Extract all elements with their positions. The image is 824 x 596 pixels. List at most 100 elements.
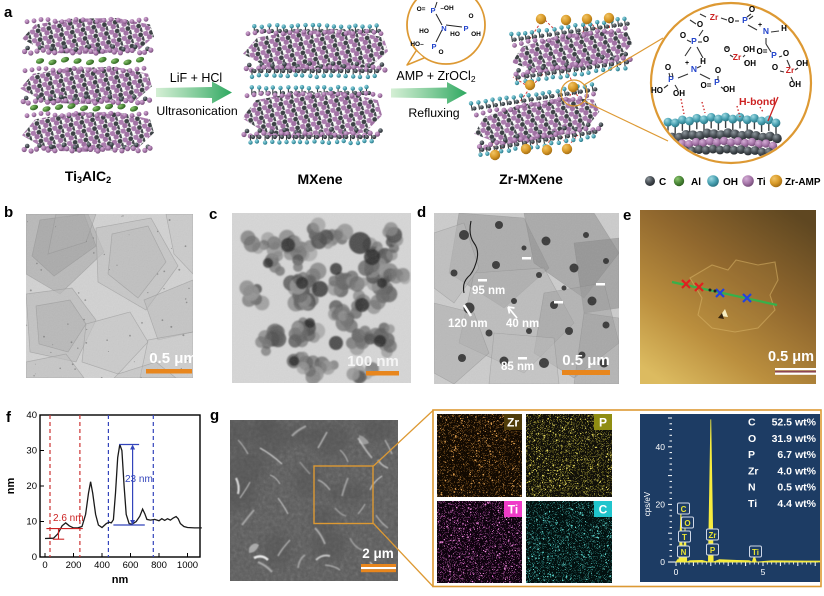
svg-text:O: O xyxy=(438,49,443,56)
svg-text:MXene: MXene xyxy=(297,171,342,187)
svg-text:O: O xyxy=(665,63,671,72)
svg-text:O: O xyxy=(715,66,721,75)
svg-text:Al: Al xyxy=(691,177,701,188)
svg-text:OH: OH xyxy=(723,177,738,188)
svg-text:O: O xyxy=(468,13,473,20)
svg-text:Zr-MXene: Zr-MXene xyxy=(499,171,563,187)
svg-text:C: C xyxy=(659,177,666,188)
svg-text:95 nm: 95 nm xyxy=(472,285,505,297)
svg-text:wt%: wt% xyxy=(794,465,817,477)
svg-text:P: P xyxy=(771,50,777,60)
svg-text:Zr-AMP: Zr-AMP xyxy=(785,177,821,188)
svg-text:20: 20 xyxy=(26,481,37,492)
svg-text:Ti3AlC2: Ti3AlC2 xyxy=(65,168,111,185)
svg-text:Ti: Ti xyxy=(508,503,518,517)
svg-text:O: O xyxy=(680,31,686,40)
svg-text:OH: OH xyxy=(673,89,685,98)
svg-text:0: 0 xyxy=(660,557,665,567)
svg-text:4.4: 4.4 xyxy=(777,498,792,510)
svg-text:0: 0 xyxy=(32,552,37,563)
svg-text:52.5: 52.5 xyxy=(772,417,793,429)
svg-text:wt%: wt% xyxy=(794,498,817,510)
svg-text:H-bond: H-bond xyxy=(739,96,776,108)
svg-text:31.9: 31.9 xyxy=(772,433,793,445)
svg-text:N: N xyxy=(441,24,446,33)
svg-text:Ti: Ti xyxy=(757,177,766,188)
svg-text:Zr: Zr xyxy=(709,531,717,540)
svg-text:120 nm: 120 nm xyxy=(448,318,488,330)
svg-text:0.5 μm: 0.5 μm xyxy=(562,352,610,369)
svg-text:2.6 nm: 2.6 nm xyxy=(53,513,84,524)
svg-text:Zr: Zr xyxy=(710,12,719,22)
svg-text:40 nm: 40 nm xyxy=(506,318,539,330)
svg-text:200: 200 xyxy=(66,560,82,571)
svg-text:P: P xyxy=(714,77,720,87)
svg-text:wt%: wt% xyxy=(794,449,817,461)
svg-text:P: P xyxy=(430,6,435,15)
svg-text:H: H xyxy=(781,24,787,33)
svg-text:Refluxing: Refluxing xyxy=(408,106,459,120)
svg-text:O=: O= xyxy=(757,47,768,56)
svg-text:30: 30 xyxy=(26,446,37,457)
svg-text:Ti: Ti xyxy=(748,498,757,510)
svg-text:N: N xyxy=(763,26,769,36)
svg-text:N: N xyxy=(681,548,687,557)
svg-text:0.5: 0.5 xyxy=(777,482,792,494)
svg-text:O: O xyxy=(749,5,755,14)
svg-text:AMP + ZrOCl2: AMP + ZrOCl2 xyxy=(396,69,475,84)
svg-text:nm: nm xyxy=(112,574,129,586)
svg-text:P: P xyxy=(668,74,674,84)
svg-text:wt%: wt% xyxy=(794,417,817,429)
svg-text:0: 0 xyxy=(674,567,679,577)
svg-text:Ultrasonication: Ultrasonication xyxy=(156,104,237,118)
svg-text:N: N xyxy=(748,482,756,494)
svg-text:400: 400 xyxy=(94,560,110,571)
svg-text:HO: HO xyxy=(450,31,460,38)
svg-text:P: P xyxy=(748,449,755,461)
svg-text:O=: O= xyxy=(701,81,712,90)
svg-text:O: O xyxy=(772,63,778,72)
svg-text:N: N xyxy=(691,64,697,74)
svg-text:C: C xyxy=(599,503,608,517)
svg-text:Ti: Ti xyxy=(752,548,759,557)
svg-text:Zr: Zr xyxy=(786,65,795,75)
svg-text:OH: OH xyxy=(471,31,481,38)
svg-text:OH: OH xyxy=(743,45,755,54)
svg-text:1000: 1000 xyxy=(177,560,198,571)
svg-text:OH: OH xyxy=(723,85,735,94)
svg-text:4.0: 4.0 xyxy=(777,465,792,477)
svg-text:T: T xyxy=(682,533,687,542)
svg-text:10: 10 xyxy=(26,517,37,528)
svg-text:Zr: Zr xyxy=(733,52,742,62)
svg-text:O: O xyxy=(697,20,703,29)
svg-text:20: 20 xyxy=(656,499,666,509)
svg-text:2 μm: 2 μm xyxy=(362,546,394,561)
svg-text:O: O xyxy=(724,45,730,54)
svg-text:P: P xyxy=(710,546,716,555)
svg-text:Zr: Zr xyxy=(748,465,759,477)
svg-text:0.5 μm: 0.5 μm xyxy=(768,349,814,365)
svg-text:23 nm: 23 nm xyxy=(125,474,153,485)
svg-text:100 nm: 100 nm xyxy=(347,353,399,370)
svg-text:wt%: wt% xyxy=(794,433,817,445)
svg-text:40: 40 xyxy=(26,410,37,421)
svg-text:cps/eV: cps/eV xyxy=(643,491,652,516)
svg-text:0: 0 xyxy=(42,560,47,571)
svg-text:O: O xyxy=(703,35,709,44)
svg-text:O=: O= xyxy=(417,6,426,13)
svg-text:OH: OH xyxy=(789,80,801,89)
svg-text:HO: HO xyxy=(419,28,429,35)
svg-text:+: + xyxy=(758,22,762,29)
svg-text:P: P xyxy=(431,42,436,51)
svg-text:HO: HO xyxy=(651,86,663,95)
svg-text:OH: OH xyxy=(744,59,756,68)
svg-text:wt%: wt% xyxy=(794,482,817,494)
svg-text:600: 600 xyxy=(123,560,139,571)
svg-text:HO–: HO– xyxy=(410,41,424,48)
svg-text:6.7: 6.7 xyxy=(777,449,792,461)
svg-text:OH: OH xyxy=(796,59,808,68)
svg-text:800: 800 xyxy=(151,560,167,571)
svg-text:+: + xyxy=(685,60,689,67)
svg-text:O: O xyxy=(684,519,690,528)
svg-text:85 nm: 85 nm xyxy=(501,361,534,373)
